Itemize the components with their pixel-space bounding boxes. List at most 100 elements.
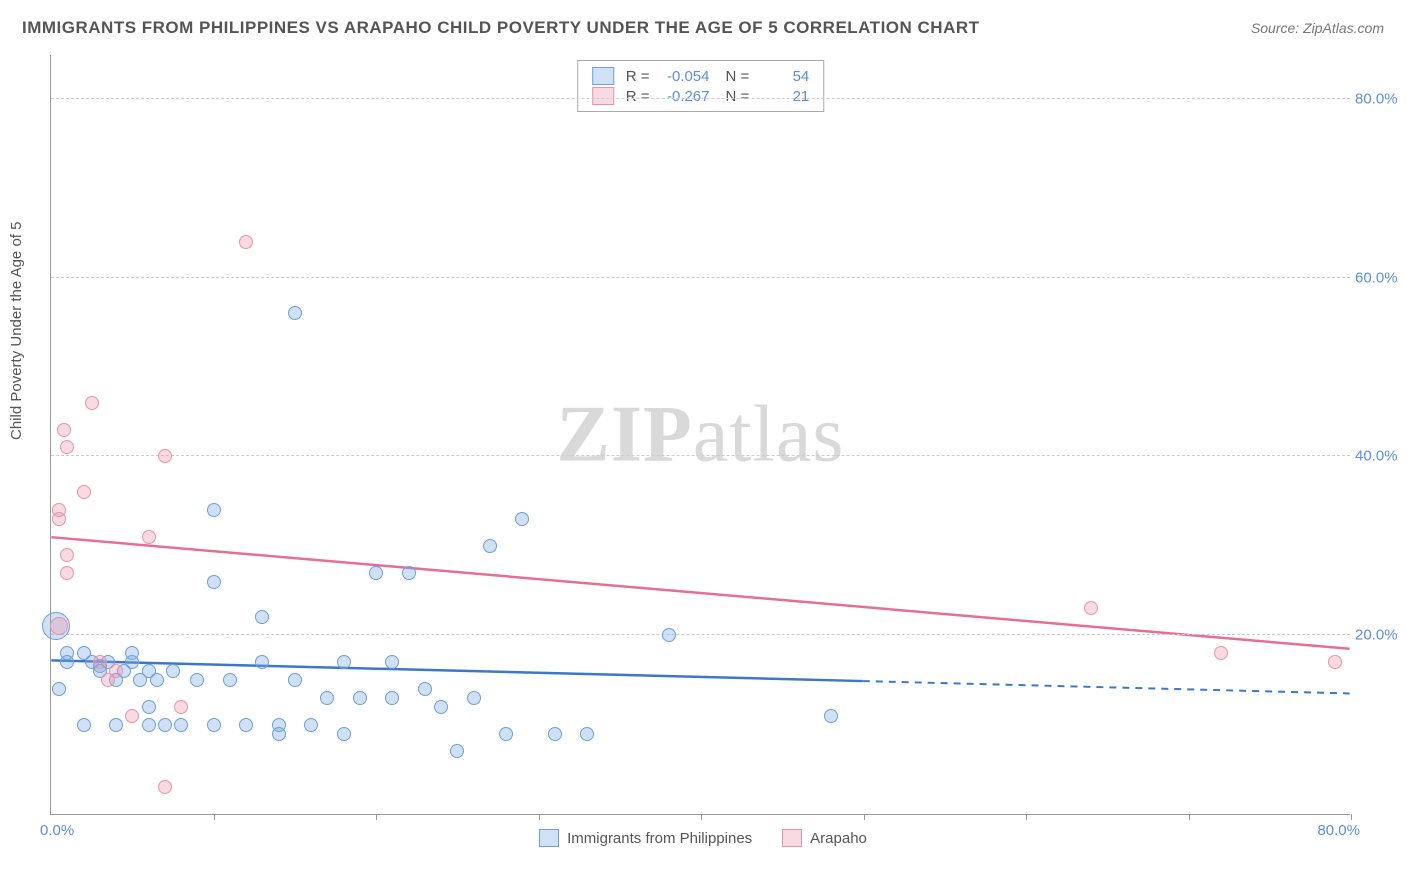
legend-item-arapaho: Arapaho bbox=[782, 829, 867, 847]
data-point-philippines bbox=[207, 718, 221, 732]
legend-label-philippines: Immigrants from Philippines bbox=[567, 830, 752, 847]
legend-row-arapaho: R = -0.267 N = 21 bbox=[592, 86, 810, 106]
data-point-arapaho bbox=[85, 396, 99, 410]
legend-r-label: R = bbox=[626, 88, 650, 105]
legend-swatch-arapaho bbox=[592, 87, 614, 105]
watermark-atlas: atlas bbox=[693, 390, 845, 478]
data-point-arapaho bbox=[60, 566, 74, 580]
chart-title: IMMIGRANTS FROM PHILIPPINES VS ARAPAHO C… bbox=[22, 18, 980, 38]
data-point-arapaho bbox=[125, 709, 139, 723]
data-point-philippines bbox=[353, 691, 367, 705]
data-point-arapaho bbox=[1328, 655, 1342, 669]
x-tick bbox=[701, 814, 702, 820]
swatch-arapaho bbox=[782, 829, 802, 847]
data-point-philippines bbox=[272, 727, 286, 741]
data-point-arapaho bbox=[77, 485, 91, 499]
x-tick bbox=[214, 814, 215, 820]
data-point-philippines bbox=[142, 700, 156, 714]
x-tick bbox=[539, 814, 540, 820]
data-point-arapaho bbox=[158, 780, 172, 794]
data-point-philippines bbox=[255, 655, 269, 669]
legend-n-value-philippines: 54 bbox=[755, 68, 809, 85]
data-point-philippines bbox=[60, 655, 74, 669]
data-point-arapaho bbox=[60, 440, 74, 454]
data-point-arapaho bbox=[239, 235, 253, 249]
data-point-philippines bbox=[320, 691, 334, 705]
legend-n-label: N = bbox=[726, 88, 750, 105]
data-point-philippines bbox=[337, 655, 351, 669]
data-point-philippines bbox=[174, 718, 188, 732]
x-tick bbox=[1351, 814, 1352, 820]
data-point-philippines bbox=[402, 566, 416, 580]
data-point-philippines bbox=[467, 691, 481, 705]
legend-r-label: R = bbox=[626, 68, 650, 85]
data-point-philippines bbox=[548, 727, 562, 741]
gridline bbox=[51, 277, 1350, 278]
data-point-philippines bbox=[166, 664, 180, 678]
swatch-philippines bbox=[539, 829, 559, 847]
x-tick bbox=[1189, 814, 1190, 820]
data-point-philippines bbox=[385, 655, 399, 669]
legend-row-philippines: R = -0.054 N = 54 bbox=[592, 66, 810, 86]
legend-item-philippines: Immigrants from Philippines bbox=[539, 829, 752, 847]
data-point-philippines bbox=[52, 682, 66, 696]
trend-lines bbox=[51, 55, 1350, 814]
series-legend: Immigrants from Philippines Arapaho bbox=[0, 829, 1406, 847]
x-tick bbox=[376, 814, 377, 820]
data-point-philippines bbox=[824, 709, 838, 723]
data-point-arapaho bbox=[142, 530, 156, 544]
legend-n-value-arapaho: 21 bbox=[755, 88, 809, 105]
watermark-zip: ZIP bbox=[557, 390, 693, 478]
data-point-arapaho bbox=[174, 700, 188, 714]
y-tick-label: 60.0% bbox=[1355, 269, 1406, 286]
y-tick-label: 20.0% bbox=[1355, 627, 1406, 644]
data-point-philippines bbox=[337, 727, 351, 741]
data-point-philippines bbox=[125, 646, 139, 660]
data-point-philippines bbox=[207, 575, 221, 589]
x-tick bbox=[864, 814, 865, 820]
data-point-arapaho bbox=[52, 503, 66, 517]
data-point-arapaho bbox=[57, 423, 71, 437]
correlation-legend: R = -0.054 N = 54 R = -0.267 N = 21 bbox=[577, 60, 825, 112]
data-point-philippines bbox=[385, 691, 399, 705]
legend-swatch-philippines bbox=[592, 67, 614, 85]
gridline bbox=[51, 455, 1350, 456]
source-label: Source: ZipAtlas.com bbox=[1251, 20, 1384, 36]
legend-n-label: N = bbox=[726, 68, 750, 85]
data-point-philippines bbox=[77, 718, 91, 732]
y-axis-label: Child Poverty Under the Age of 5 bbox=[8, 222, 25, 440]
data-point-arapaho bbox=[60, 548, 74, 562]
gridline bbox=[51, 98, 1350, 99]
data-point-philippines bbox=[190, 673, 204, 687]
data-point-arapaho bbox=[93, 655, 107, 669]
data-point-philippines bbox=[499, 727, 513, 741]
legend-label-arapaho: Arapaho bbox=[810, 830, 867, 847]
data-point-philippines bbox=[434, 700, 448, 714]
data-point-philippines bbox=[109, 718, 123, 732]
data-point-philippines bbox=[255, 610, 269, 624]
legend-r-value-arapaho: -0.267 bbox=[656, 88, 710, 105]
data-point-philippines bbox=[239, 718, 253, 732]
legend-r-value-philippines: -0.054 bbox=[656, 68, 710, 85]
data-point-arapaho bbox=[109, 664, 123, 678]
data-point-philippines bbox=[304, 718, 318, 732]
y-tick-label: 80.0% bbox=[1355, 90, 1406, 107]
data-point-philippines bbox=[369, 566, 383, 580]
data-point-philippines bbox=[142, 718, 156, 732]
data-point-arapaho bbox=[1214, 646, 1228, 660]
data-point-philippines bbox=[158, 718, 172, 732]
scatter-plot: ZIPatlas R = -0.054 N = 54 R = -0.267 N … bbox=[50, 55, 1350, 815]
data-point-philippines bbox=[207, 503, 221, 517]
watermark: ZIPatlas bbox=[557, 389, 845, 480]
data-point-philippines bbox=[288, 306, 302, 320]
data-point-philippines bbox=[223, 673, 237, 687]
y-tick-label: 40.0% bbox=[1355, 448, 1406, 465]
data-point-philippines bbox=[483, 539, 497, 553]
data-point-arapaho bbox=[1084, 601, 1098, 615]
data-point-philippines bbox=[515, 512, 529, 526]
gridline bbox=[51, 634, 1350, 635]
data-point-philippines bbox=[450, 744, 464, 758]
x-tick bbox=[1026, 814, 1027, 820]
data-point-arapaho bbox=[50, 617, 68, 635]
data-point-philippines bbox=[418, 682, 432, 696]
